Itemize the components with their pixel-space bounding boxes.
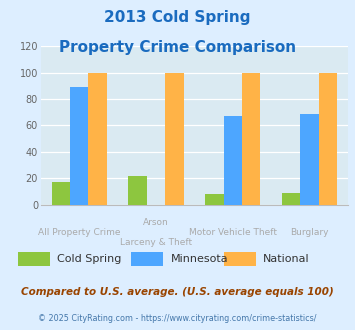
- Bar: [129, 176, 147, 205]
- Text: Motor Vehicle Theft: Motor Vehicle Theft: [189, 228, 277, 237]
- Text: Property Crime Comparison: Property Crime Comparison: [59, 40, 296, 54]
- Text: National: National: [263, 254, 309, 264]
- Bar: [165, 73, 184, 205]
- Bar: [88, 73, 107, 205]
- Bar: [282, 193, 300, 205]
- Bar: [51, 182, 70, 205]
- Text: Compared to U.S. average. (U.S. average equals 100): Compared to U.S. average. (U.S. average …: [21, 287, 334, 297]
- Text: 2013 Cold Spring: 2013 Cold Spring: [104, 10, 251, 25]
- Bar: [319, 73, 337, 205]
- Text: Burglary: Burglary: [290, 228, 329, 237]
- Text: Arson: Arson: [143, 218, 169, 227]
- Bar: [224, 116, 242, 205]
- Text: Cold Spring: Cold Spring: [57, 254, 121, 264]
- Bar: [242, 73, 260, 205]
- Text: Larceny & Theft: Larceny & Theft: [120, 238, 192, 247]
- Bar: [70, 87, 88, 205]
- Bar: [300, 114, 319, 205]
- Text: All Property Crime: All Property Crime: [38, 228, 120, 237]
- Text: Minnesota: Minnesota: [170, 254, 228, 264]
- Text: © 2025 CityRating.com - https://www.cityrating.com/crime-statistics/: © 2025 CityRating.com - https://www.city…: [38, 314, 317, 323]
- Bar: [205, 194, 224, 205]
